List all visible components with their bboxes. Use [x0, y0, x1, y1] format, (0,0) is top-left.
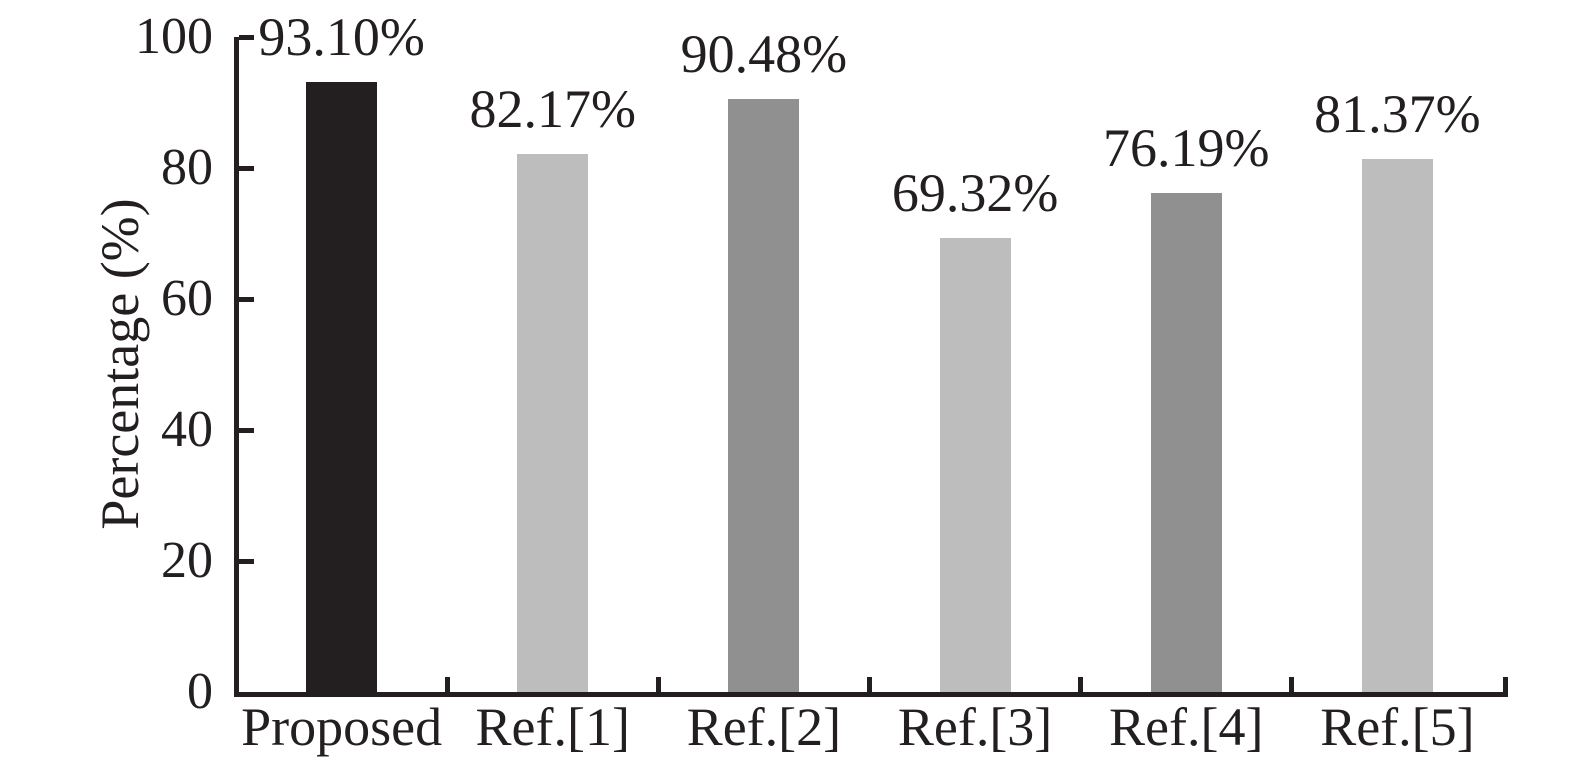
bar-ref-5	[1361, 159, 1433, 692]
bar-ref-1	[517, 153, 589, 692]
y-tick-label: 80	[161, 139, 213, 196]
y-tick-mark	[239, 296, 254, 302]
bar-value-label: 82.17%	[469, 78, 636, 139]
x-tick-mark	[1503, 677, 1508, 692]
bar-ref-2	[728, 99, 800, 692]
y-tick-mark	[239, 558, 254, 564]
bar-value-label: 90.48%	[680, 24, 848, 85]
x-tick-mark	[1078, 677, 1084, 692]
x-category-label: Proposed	[241, 697, 443, 757]
bar-ref-4	[1150, 192, 1222, 692]
y-tick-label: 100	[135, 8, 213, 65]
y-tick-label: 0	[187, 663, 213, 720]
x-category-label: Ref.[4]	[1109, 697, 1264, 757]
x-category-label: Ref.[2]	[686, 697, 842, 757]
bar-proposed	[306, 82, 378, 692]
y-tick-label: 20	[161, 532, 213, 589]
y-tick-label: 60	[161, 270, 213, 327]
y-tick-mark	[239, 34, 254, 40]
x-tick-mark	[1289, 677, 1295, 692]
y-tick-label: 40	[161, 401, 213, 458]
y-tick-mark	[239, 427, 254, 433]
x-category-label: Ref.[3]	[897, 697, 1053, 757]
x-tick-mark	[867, 677, 872, 692]
x-category-label: Ref.[1]	[475, 697, 630, 757]
y-tick-mark	[239, 165, 254, 171]
bar-value-label: 81.37%	[1314, 84, 1481, 145]
bar-value-label: 69.32%	[891, 162, 1059, 223]
bar-value-label: 76.19%	[1103, 117, 1270, 178]
x-tick-mark	[444, 677, 450, 692]
y-axis-line	[234, 37, 239, 697]
x-axis-line	[234, 692, 1508, 697]
x-category-label: Ref.[5]	[1320, 697, 1475, 757]
bar-ref-3	[939, 237, 1011, 692]
bar-value-label: 93.10%	[258, 7, 425, 68]
x-tick-mark	[655, 677, 661, 692]
